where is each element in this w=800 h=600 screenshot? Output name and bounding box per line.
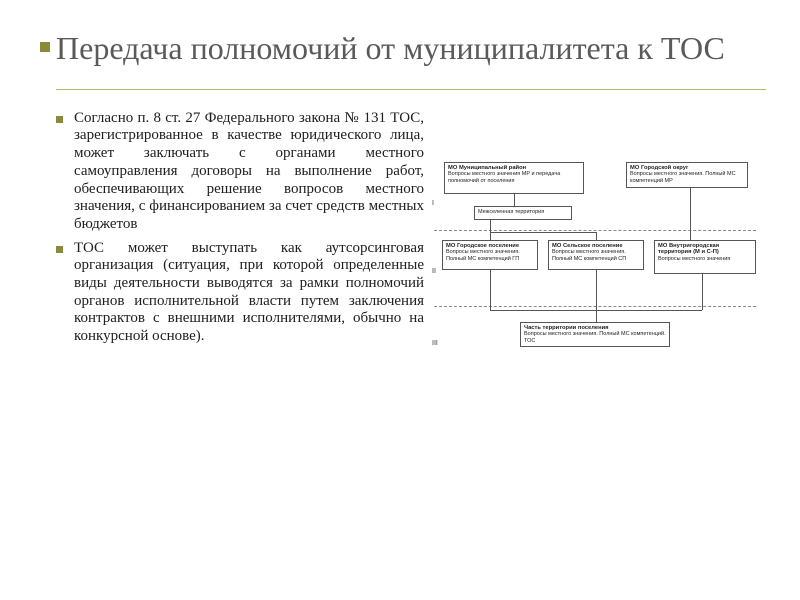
diagram-node: Межселенная территория [474,206,572,220]
diagram-node: МО Городское поселениеВопросы местного з… [442,240,538,270]
row-label: I [432,200,434,207]
slide-title: Передача полномочий от муниципалитета к … [56,30,760,67]
row-separator [434,230,756,231]
edge [490,220,491,240]
paragraph-block: ТОС может выступать как аутсорсинговая о… [56,240,424,346]
edge [690,188,691,240]
bullet-icon [56,246,63,253]
diagram-node: МО Городской округВопросы местного значе… [626,162,748,188]
diagram-node: МО Муниципальный районВопросы местного з… [444,162,584,194]
org-diagram: IIIIIIМО Муниципальный районВопросы мест… [430,160,760,380]
paragraph-1: Согласно п. 8 ст. 27 Федерального закона… [74,110,424,234]
edge [490,232,596,233]
slide: Передача полномочий от муниципалитета к … [0,0,800,600]
title-bullet-square [40,42,50,52]
row-label: II [432,268,436,275]
row-separator [434,306,756,307]
diagram-node: МО Внутригородская территория (М и С-П)В… [654,240,756,274]
paragraph-2: ТОС может выступать как аутсорсинговая о… [74,240,424,346]
paragraph-block: Согласно п. 8 ст. 27 Федерального закона… [56,110,424,234]
edge [596,232,597,240]
title-underline [56,89,766,90]
edge [490,270,491,310]
edge [702,274,703,310]
edge [596,270,597,322]
diagram-column: IIIIIIМО Муниципальный районВопросы мест… [430,110,760,380]
row-label: III [432,340,438,347]
diagram-node: МО Сельское поселениеВопросы местного зн… [548,240,644,270]
edge [514,194,515,206]
text-column: Согласно п. 8 ст. 27 Федерального закона… [56,110,430,380]
diagram-node: Часть территории поселенияВопросы местно… [520,322,670,347]
content-columns: Согласно п. 8 ст. 27 Федерального закона… [56,110,760,380]
bullet-icon [56,116,63,123]
